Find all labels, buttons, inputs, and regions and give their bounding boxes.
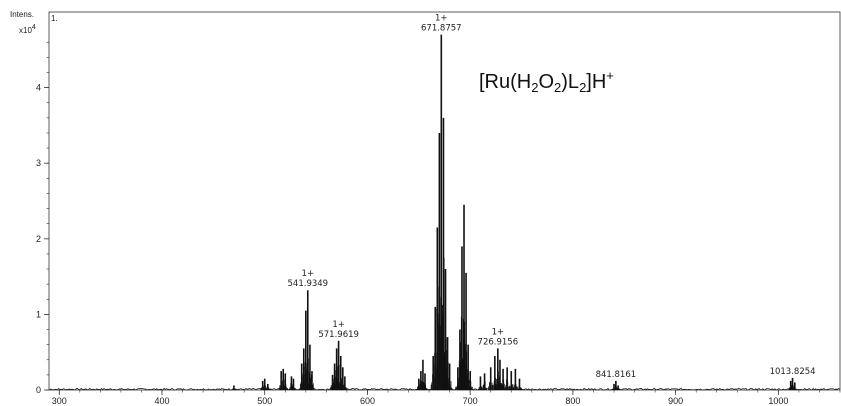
- peak-mz-label: 841.8161: [596, 370, 637, 380]
- y-axis-title: Intens.: [10, 10, 34, 19]
- x-tick-label: 700: [463, 396, 478, 406]
- peak-charge-label: 1+: [492, 327, 505, 337]
- y-tick-label: 1: [36, 309, 41, 319]
- peak-mz-label: 571.9619: [318, 330, 359, 340]
- y-tick-label: 4: [36, 83, 41, 93]
- y-tick-label: 2: [36, 234, 41, 244]
- x-tick-label: 1000: [768, 396, 788, 406]
- peak-charge-label: 1+: [332, 320, 345, 330]
- peak-mz-label: 1013.8254: [770, 367, 816, 377]
- x-tick-label: 800: [565, 396, 580, 406]
- trace-label: 1.: [51, 14, 58, 23]
- peak-charge-label: 1+: [435, 14, 448, 24]
- y-tick-label: 0: [36, 385, 41, 395]
- peak-charge-label: 1+: [302, 269, 315, 279]
- x-tick-label: 400: [154, 396, 169, 406]
- compound-annotation: [Ru(H2O2)L2]H+: [479, 68, 614, 95]
- peak-mz-label: 541.9349: [288, 279, 329, 289]
- spectrum-trace: [49, 34, 840, 391]
- x-tick-label: 900: [668, 396, 683, 406]
- x-tick-label: 300: [52, 396, 67, 406]
- y-tick-label: 3: [36, 158, 41, 168]
- peak-mz-label: 726.9156: [478, 337, 519, 347]
- x-tick-label: 500: [257, 396, 272, 406]
- peak-mz-label: 671.8757: [421, 24, 462, 34]
- x-tick-label: 600: [360, 396, 375, 406]
- peak-labels: 1+541.93491+571.96191+671.87571+726.9156…: [288, 14, 816, 380]
- y-axis-scale: x104: [19, 24, 36, 35]
